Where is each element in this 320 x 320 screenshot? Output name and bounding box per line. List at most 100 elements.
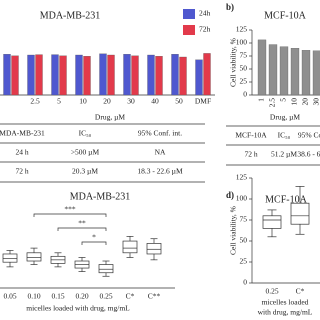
x-tick-label: DMF (195, 97, 211, 106)
bar (155, 56, 163, 96)
legend-swatch (183, 25, 195, 35)
bar (312, 50, 320, 96)
y-tick-label: 125 (236, 25, 248, 34)
x-axis-label: with drug, mg/mL (258, 308, 313, 317)
table-cell: 20.3 µM (72, 167, 98, 176)
x-tick-label: C* (126, 292, 135, 301)
bar (203, 53, 211, 96)
y-tick-label: 100 (236, 194, 248, 203)
bar (147, 54, 155, 96)
chart-title: MDA-MB-231 (40, 10, 101, 21)
bar (3, 54, 11, 96)
box (26, 252, 42, 262)
x-tick-label: 0.20 (75, 292, 88, 301)
x-tick-label: 2.5 (268, 98, 277, 108)
panel-label: b) (226, 2, 234, 12)
table-cell: 72 h (15, 167, 28, 176)
panel-label: d) (226, 190, 234, 200)
y-axis-label: Cell viability, % (229, 38, 238, 87)
y-tick-label: 50 (240, 64, 248, 73)
x-tick-label: 0.25 (99, 292, 112, 301)
x-axis-label: Drug, µM (270, 113, 300, 122)
legend-label: 72h (199, 25, 211, 34)
x-tick-label: 0.15 (51, 292, 64, 301)
y-tick-label: 75 (240, 51, 248, 60)
legend-label: 24h (199, 9, 211, 18)
bar (59, 55, 67, 96)
x-axis-label: Drug, µM (95, 113, 125, 122)
table-cell: 18.3 - 22.6 µM (137, 167, 183, 176)
x-axis-label: micelles loaded (262, 298, 309, 307)
y-tick-label: 0 (243, 90, 247, 99)
bar (301, 50, 311, 96)
y-tick-label: 50 (240, 236, 248, 245)
box (98, 264, 114, 274)
bar (27, 54, 35, 96)
x-tick-label: 1 (257, 98, 266, 102)
chart-title: MCF-10A (264, 10, 306, 21)
y-tick-label: 75 (240, 215, 248, 224)
x-tick-label: 5 (57, 97, 61, 106)
x-tick-label: 50 (175, 97, 183, 106)
x-tick-label: 40 (151, 97, 159, 106)
table-cell: 95% Conf. int. (298, 131, 320, 140)
significance-bracket (33, 213, 107, 217)
chart-title: MDA-MB-231 (70, 191, 131, 202)
x-tick-label: C* (296, 287, 305, 296)
chart-title: MCF-10A (265, 194, 307, 205)
y-tick-label: 100 (236, 38, 248, 47)
table-cell: 51.2 µM (271, 150, 297, 159)
bar (83, 56, 91, 96)
x-tick-label: 0.05 (3, 292, 16, 301)
y-tick-label: 25 (240, 257, 248, 266)
box (146, 243, 162, 255)
table-cell: >500 µM (71, 148, 100, 157)
significance-bracket (81, 241, 107, 245)
bar (195, 59, 203, 96)
x-tick-label: 10 (290, 98, 299, 106)
significance-bracket (57, 227, 107, 231)
bar (179, 56, 187, 96)
significance-label: ** (78, 219, 86, 228)
box (290, 202, 310, 225)
table-cell: IC₅₀ (278, 131, 291, 140)
y-tick-label: 25 (240, 77, 248, 86)
bar (107, 54, 115, 96)
x-axis-label: micelles loaded with drug, mg/mL (26, 304, 130, 313)
table-cell: 24 h (15, 148, 28, 157)
x-tick-label: 20 (103, 97, 111, 106)
y-tick-label: 125 (236, 173, 248, 182)
bar (257, 39, 267, 96)
box (122, 240, 138, 254)
x-tick-label: 0.25 (265, 287, 278, 296)
bar (11, 55, 19, 96)
table-cell: NA (155, 148, 166, 157)
x-tick-label: 20 (301, 98, 310, 106)
table-cell: 72 h (244, 150, 257, 159)
table-cell: 38.6 - 68.0 µM (297, 150, 320, 159)
x-tick-label: 5 (279, 98, 288, 102)
bar (123, 54, 131, 96)
table-cell: IC₅₀ (79, 129, 92, 138)
x-tick-label: C** (148, 292, 161, 301)
x-tick-label: 30 (127, 97, 135, 106)
bar (51, 54, 59, 96)
bar (35, 54, 43, 96)
bar (279, 46, 289, 96)
bar (75, 54, 83, 96)
x-tick-label: 10 (79, 97, 87, 106)
legend-swatch (183, 9, 195, 19)
box (262, 215, 282, 229)
y-tick-label: 0 (243, 278, 247, 287)
table-cell: MDA-MB-231 (0, 129, 45, 138)
box (2, 253, 18, 263)
table-cell: MCF-10A (235, 131, 267, 140)
x-tick-label: 2.5 (30, 97, 40, 106)
x-tick-label: 30 (312, 98, 320, 106)
significance-label: * (92, 233, 96, 242)
bar (99, 53, 107, 96)
significance-label: *** (64, 205, 76, 214)
x-tick-label: 0.10 (27, 292, 40, 301)
